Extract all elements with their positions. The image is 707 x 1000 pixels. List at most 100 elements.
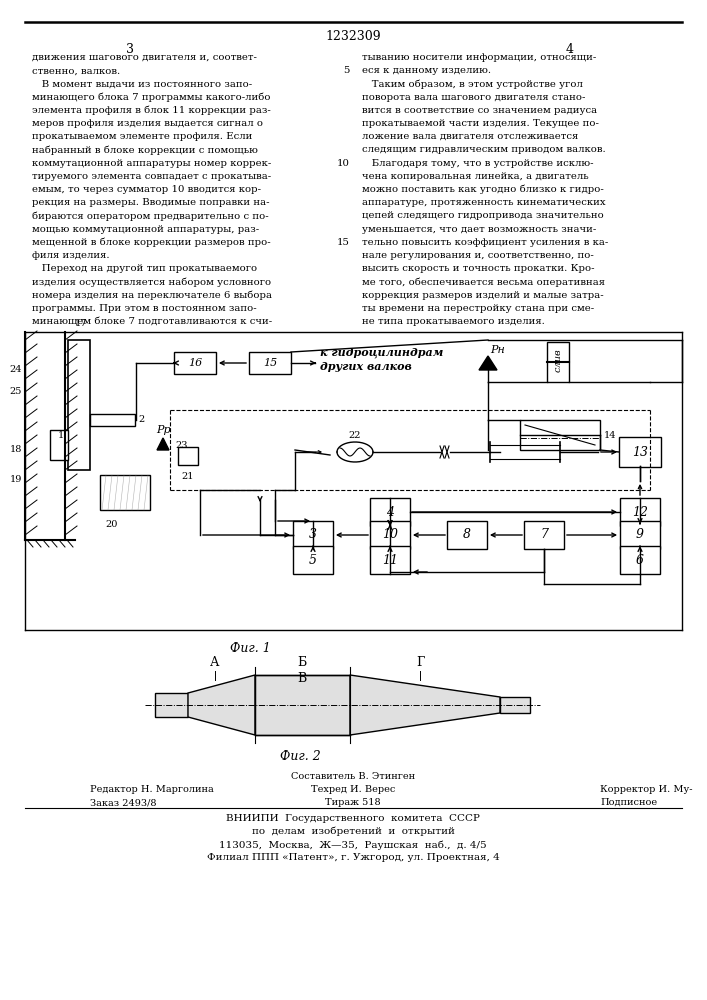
Text: высить скорость и точность прокатки. Кро-: высить скорость и точность прокатки. Кро…: [362, 264, 595, 273]
Bar: [619, 437, 661, 467]
Bar: [620, 546, 660, 574]
Text: цепей следящего гидропривода значительно: цепей следящего гидропривода значительно: [362, 211, 604, 220]
Text: 16: 16: [188, 358, 202, 368]
Text: Заказ 2493/8: Заказ 2493/8: [90, 798, 156, 807]
Text: емым, то через сумматор 10 вводится кор-: емым, то через сумматор 10 вводится кор-: [32, 185, 261, 194]
Text: Составитель В. Этинген: Составитель В. Этинген: [291, 772, 415, 781]
Text: других валков: других валков: [320, 361, 411, 372]
Bar: [50, 430, 68, 460]
Text: 3: 3: [309, 528, 317, 542]
Text: 15: 15: [263, 358, 277, 368]
Text: элемента профиля в блок 11 коррекции раз-: элемента профиля в блок 11 коррекции раз…: [32, 106, 271, 115]
Text: вится в соответствие со значением радиуса: вится в соответствие со значением радиус…: [362, 106, 597, 115]
Text: 10: 10: [382, 528, 398, 542]
Text: 25: 25: [10, 387, 22, 396]
Text: Благодаря тому, что в устройстве исклю-: Благодаря тому, что в устройстве исклю-: [362, 159, 593, 168]
Text: Корректор И. Му-: Корректор И. Му-: [600, 785, 692, 794]
Text: 6: 6: [636, 554, 644, 566]
Text: 2: 2: [138, 416, 144, 424]
Text: ты времени на перестройку стана при сме-: ты времени на перестройку стана при сме-: [362, 304, 594, 313]
Text: 5: 5: [309, 554, 317, 566]
Text: 10: 10: [337, 159, 350, 168]
Text: тируемого элемента совпадает с прокатыва-: тируемого элемента совпадает с прокатыва…: [32, 172, 271, 181]
Bar: [255, 675, 350, 735]
Bar: [293, 546, 333, 574]
Text: 9: 9: [636, 528, 644, 542]
Text: Подписное: Подписное: [600, 798, 657, 807]
Text: 4: 4: [566, 43, 574, 56]
Text: ственно, валков.: ственно, валков.: [32, 66, 120, 75]
Text: Рн: Рн: [490, 345, 505, 355]
Text: поворота вала шагового двигателя стано-: поворота вала шагового двигателя стано-: [362, 93, 585, 102]
Polygon shape: [155, 693, 188, 717]
Text: Рр: Рр: [156, 425, 170, 435]
Text: Фиг. 1: Фиг. 1: [230, 642, 270, 655]
Text: А: А: [210, 656, 220, 669]
Bar: [620, 521, 660, 549]
Text: Редактор Н. Марголина: Редактор Н. Марголина: [90, 785, 214, 794]
Text: следящим гидравлическим приводом валков.: следящим гидравлическим приводом валков.: [362, 145, 606, 154]
Polygon shape: [479, 356, 497, 370]
Text: ме того, обеспечивается весьма оперативная: ме того, обеспечивается весьма оперативн…: [362, 277, 605, 287]
Text: нале регулирования и, соответственно, по-: нале регулирования и, соответственно, по…: [362, 251, 594, 260]
Text: набранный в блоке коррекции с помощью: набранный в блоке коррекции с помощью: [32, 145, 258, 155]
Text: коммутационной аппаратуры номер коррек-: коммутационной аппаратуры номер коррек-: [32, 159, 271, 168]
Text: 15: 15: [337, 238, 350, 247]
Bar: [370, 546, 410, 574]
Text: уменьшается, что дает возможность значи-: уменьшается, что дает возможность значи-: [362, 225, 596, 234]
Bar: [524, 521, 564, 549]
Text: ВНИИПИ  Государственного  комитета  СССР: ВНИИПИ Государственного комитета СССР: [226, 814, 480, 823]
Text: 13: 13: [632, 446, 648, 458]
Text: 17: 17: [75, 319, 88, 328]
Text: 1: 1: [58, 430, 64, 440]
Bar: [249, 352, 291, 374]
Text: можно поставить как угодно близко к гидро-: можно поставить как угодно близко к гидр…: [362, 185, 604, 194]
Polygon shape: [188, 675, 255, 735]
Text: Б: Б: [298, 656, 307, 669]
Text: тельно повысить коэффициент усиления в ка-: тельно повысить коэффициент усиления в к…: [362, 238, 608, 247]
Text: к гидроцилиндрам: к гидроцилиндрам: [320, 348, 443, 359]
Text: 113035,  Москва,  Ж—35,  Раушская  наб.,  д. 4/5: 113035, Москва, Ж—35, Раушская наб., д. …: [219, 840, 487, 850]
Text: бираются оператором предварительно с по-: бираются оператором предварительно с по-: [32, 211, 269, 221]
Bar: [547, 342, 569, 382]
Text: чена копировальная линейка, а двигатель: чена копировальная линейка, а двигатель: [362, 172, 589, 181]
Text: 21: 21: [182, 472, 194, 481]
Text: аппаратуре, протяженность кинематических: аппаратуре, протяженность кинематических: [362, 198, 606, 207]
Text: Техред И. Верес: Техред И. Верес: [311, 785, 395, 794]
Bar: [178, 447, 198, 465]
Text: 19: 19: [10, 476, 22, 485]
Bar: [100, 475, 150, 510]
Text: не типа прокатываемого изделия.: не типа прокатываемого изделия.: [362, 317, 545, 326]
Text: Переход на другой тип прокатываемого: Переход на другой тип прокатываемого: [32, 264, 257, 273]
Text: прокатываемом элементе профиля. Если: прокатываемом элементе профиля. Если: [32, 132, 252, 141]
Text: 24: 24: [9, 365, 22, 374]
Text: Тираж 518: Тираж 518: [325, 798, 381, 807]
Text: минающем блоке 7 подготавливаются к счи-: минающем блоке 7 подготавливаются к счи-: [32, 317, 272, 326]
Polygon shape: [500, 697, 530, 713]
Text: Филиал ППП «Патент», г. Ужгород, ул. Проектная, 4: Филиал ППП «Патент», г. Ужгород, ул. Про…: [206, 853, 499, 862]
Bar: [293, 521, 333, 549]
Text: 20: 20: [105, 520, 117, 529]
Text: еся к данному изделию.: еся к данному изделию.: [362, 66, 491, 75]
Bar: [520, 420, 600, 450]
Text: рекция на размеры. Вводимые поправки на-: рекция на размеры. Вводимые поправки на-: [32, 198, 269, 207]
Text: мощью коммутационной аппаратуры, раз-: мощью коммутационной аппаратуры, раз-: [32, 225, 259, 234]
Text: 23: 23: [175, 440, 187, 450]
Bar: [174, 352, 216, 374]
Text: программы. При этом в постоянном запо-: программы. При этом в постоянном запо-: [32, 304, 257, 313]
Text: филя изделия.: филя изделия.: [32, 251, 110, 260]
Bar: [68, 340, 90, 470]
Text: меров профиля изделия выдается сигнал о: меров профиля изделия выдается сигнал о: [32, 119, 263, 128]
Text: 5: 5: [344, 66, 350, 75]
Bar: [370, 521, 410, 549]
Text: коррекция размеров изделий и малые затра-: коррекция размеров изделий и малые затра…: [362, 291, 604, 300]
Text: В: В: [298, 672, 307, 685]
Text: 14: 14: [604, 430, 617, 440]
Polygon shape: [157, 438, 169, 450]
Text: 18: 18: [10, 446, 22, 454]
Text: прокатываемой части изделия. Текущее по-: прокатываемой части изделия. Текущее по-: [362, 119, 599, 128]
Text: минающего блока 7 программы какого-либо: минающего блока 7 программы какого-либо: [32, 93, 271, 102]
Text: Г: Г: [416, 656, 424, 669]
Bar: [370, 498, 410, 526]
Text: 12: 12: [632, 506, 648, 518]
